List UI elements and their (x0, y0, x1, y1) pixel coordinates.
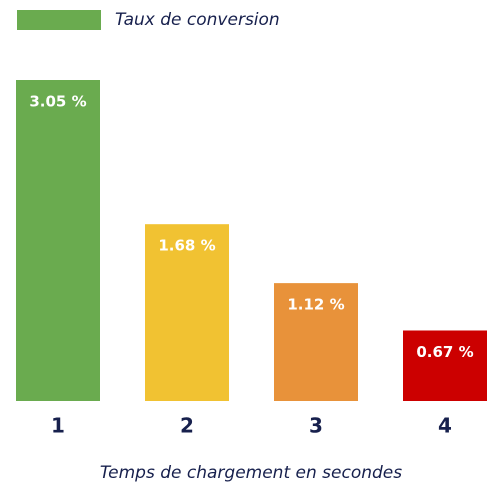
value-label: 1.68 % (158, 237, 215, 255)
x-tick-label: 1 (51, 414, 65, 438)
bar (145, 224, 229, 401)
bar (403, 330, 487, 401)
value-label: 3.05 % (29, 93, 86, 111)
bar (16, 80, 100, 401)
x-tick-label: 4 (438, 414, 452, 438)
x-axis-title: Temps de chargement en secondes (100, 463, 402, 483)
x-tick-label: 3 (309, 414, 323, 438)
legend-swatch (17, 10, 101, 30)
bar (274, 283, 358, 401)
legend-label: Taux de conversion (115, 10, 280, 30)
value-label: 0.67 % (416, 343, 473, 361)
value-label: 1.12 % (287, 296, 344, 314)
x-tick-label: 2 (180, 414, 194, 438)
